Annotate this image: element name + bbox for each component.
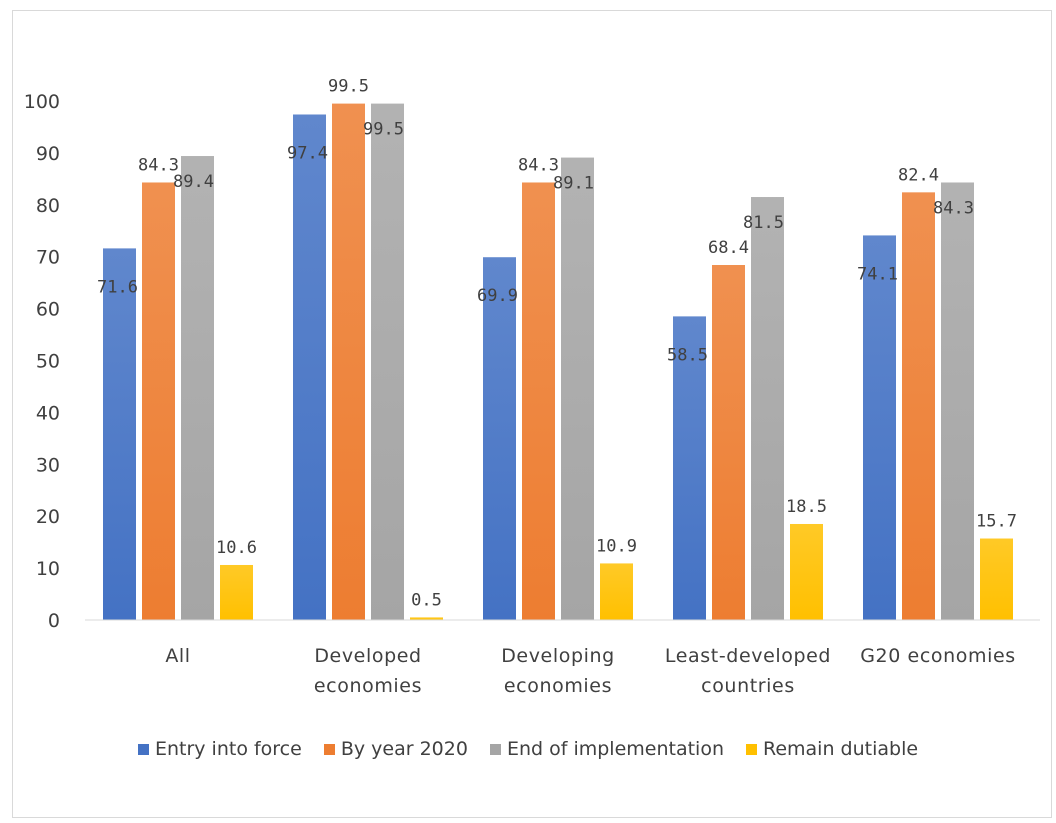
bar-by-year-2020 — [712, 265, 745, 620]
x-category-label: Developed — [314, 645, 421, 667]
bar-end-of-implementation — [371, 103, 404, 621]
legend-swatch — [745, 743, 757, 755]
data-label: 84.3 — [138, 155, 179, 175]
bar-remain-dutiable — [600, 563, 633, 620]
y-tick-label: 40 — [36, 402, 60, 424]
data-label: 18.5 — [786, 497, 827, 517]
bar-entry-into-force — [293, 114, 326, 620]
bar-entry-into-force — [483, 257, 516, 620]
data-label: 89.4 — [173, 172, 214, 192]
legend-swatch — [323, 743, 335, 755]
legend-item: End of implementation — [489, 738, 724, 760]
y-tick-label: 0 — [48, 610, 60, 632]
legend-label: By year 2020 — [340, 738, 468, 760]
chart-legend: Entry into force By year 2020 End of imple… — [0, 738, 1056, 760]
bar-entry-into-force — [673, 316, 706, 620]
data-label: 71.6 — [97, 277, 138, 297]
bar-remain-dutiable — [410, 617, 443, 620]
data-label: 81.5 — [743, 213, 784, 233]
y-tick-label: 10 — [36, 558, 60, 580]
data-label: 68.4 — [708, 238, 749, 258]
x-category-label: Developing — [501, 645, 615, 667]
data-label: 10.6 — [216, 538, 257, 558]
y-tick-label: 90 — [36, 143, 60, 165]
y-tick-label: 100 — [24, 91, 60, 113]
bar-end-of-implementation — [751, 197, 784, 620]
y-tick-label: 80 — [36, 195, 60, 217]
data-label: 15.7 — [976, 512, 1017, 532]
bar-by-year-2020 — [142, 182, 175, 620]
bar-remain-dutiable — [790, 523, 823, 620]
x-category-label: All — [165, 645, 190, 667]
bar-by-year-2020 — [332, 103, 365, 621]
data-label: 99.5 — [328, 77, 369, 97]
x-category-label: economies — [504, 675, 612, 697]
data-label: 74.1 — [857, 264, 898, 284]
x-category-label: economies — [314, 675, 422, 697]
legend-swatch — [137, 743, 149, 755]
data-label: 89.1 — [553, 174, 594, 194]
legend-label: Remain dutiable — [762, 738, 919, 760]
legend-label: End of implementation — [506, 738, 724, 760]
legend-item: Remain dutiable — [745, 738, 919, 760]
data-label: 69.9 — [477, 286, 518, 306]
bar-by-year-2020 — [902, 192, 935, 620]
x-category-label: Least-developed — [665, 645, 831, 667]
bar-end-of-implementation — [941, 182, 974, 620]
data-label: 84.3 — [933, 198, 974, 218]
data-label: 97.4 — [287, 143, 328, 163]
bar-entry-into-force — [103, 248, 136, 620]
data-label: 84.3 — [518, 155, 559, 175]
legend-label: Entry into force — [154, 738, 302, 760]
data-label: 10.9 — [596, 536, 637, 556]
x-category-label: G20 economies — [860, 645, 1016, 667]
legend-item: Entry into force — [137, 738, 302, 760]
y-tick-label: 60 — [36, 299, 60, 321]
bar-entry-into-force — [863, 235, 896, 620]
data-label: 82.4 — [898, 165, 939, 185]
bar-by-year-2020 — [522, 182, 555, 620]
bar-end-of-implementation — [561, 157, 594, 621]
bar-remain-dutiable — [980, 538, 1013, 620]
y-tick-label: 50 — [36, 351, 60, 373]
y-tick-label: 20 — [36, 506, 60, 528]
bar-end-of-implementation — [181, 156, 214, 620]
bar-remain-dutiable — [220, 564, 253, 620]
legend-item: By year 2020 — [323, 738, 468, 760]
y-tick-label: 30 — [36, 454, 60, 476]
data-label: 99.5 — [363, 120, 404, 140]
legend-swatch — [489, 743, 501, 755]
x-category-label: countries — [701, 675, 795, 697]
data-label: 58.5 — [667, 345, 708, 365]
data-label: 0.5 — [411, 590, 442, 610]
y-tick-label: 70 — [36, 247, 60, 269]
